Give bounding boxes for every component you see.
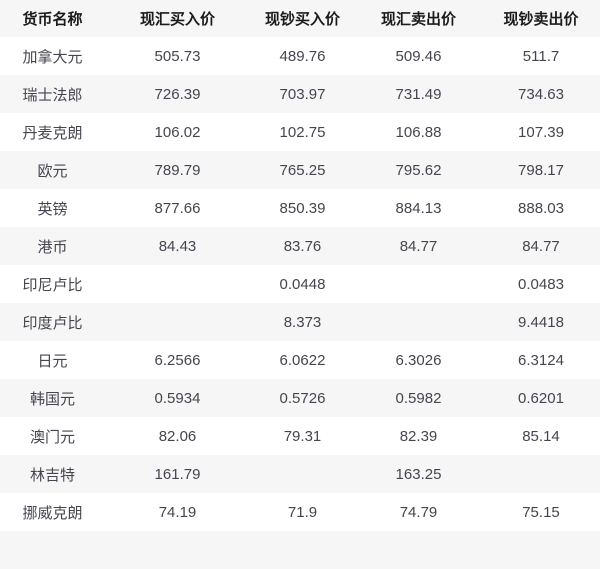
rate-spot-sell	[355, 303, 482, 341]
rate-spot-buy: 161.79	[105, 455, 250, 493]
rate-spot-buy: 82.06	[105, 417, 250, 455]
rate-cash-buy: 8.373	[250, 303, 355, 341]
rate-cash-buy: 71.9	[250, 493, 355, 531]
rate-spot-buy	[105, 265, 250, 303]
rate-spot-buy: 789.79	[105, 151, 250, 189]
rate-cash-sell: 511.7	[482, 37, 600, 75]
table-row: 日元 6.2566 6.0622 6.3026 6.3124	[0, 341, 600, 379]
rate-cash-sell: 6.3124	[482, 341, 600, 379]
currency-name: 韩国元	[0, 379, 105, 417]
rate-spot-sell: 6.3026	[355, 341, 482, 379]
rate-spot-sell: 106.88	[355, 113, 482, 151]
rate-cash-buy: 102.75	[250, 113, 355, 151]
rate-cash-buy: 0.5726	[250, 379, 355, 417]
rate-spot-sell: 82.39	[355, 417, 482, 455]
rate-spot-sell: 0.5982	[355, 379, 482, 417]
rate-cash-buy: 850.39	[250, 189, 355, 227]
rate-spot-buy: 877.66	[105, 189, 250, 227]
currency-name: 欧元	[0, 151, 105, 189]
rate-spot-buy: 84.43	[105, 227, 250, 265]
rate-cash-buy: 765.25	[250, 151, 355, 189]
rate-spot-sell: 795.62	[355, 151, 482, 189]
rate-spot-sell: 731.49	[355, 75, 482, 113]
rate-cash-sell: 107.39	[482, 113, 600, 151]
rate-cash-buy: 0.0448	[250, 265, 355, 303]
rate-spot-buy: 505.73	[105, 37, 250, 75]
rate-cash-buy: 79.31	[250, 417, 355, 455]
table-row: 韩国元 0.5934 0.5726 0.5982 0.6201	[0, 379, 600, 417]
rate-spot-sell: 509.46	[355, 37, 482, 75]
currency-name: 瑞士法郎	[0, 75, 105, 113]
currency-name: 印度卢比	[0, 303, 105, 341]
rate-spot-sell	[355, 265, 482, 303]
rate-spot-sell: 884.13	[355, 189, 482, 227]
rate-cash-sell: 798.17	[482, 151, 600, 189]
currency-name: 澳门元	[0, 417, 105, 455]
rate-cash-sell: 0.0483	[482, 265, 600, 303]
currency-name: 挪威克朗	[0, 493, 105, 531]
table-row: 欧元 789.79 765.25 795.62 798.17	[0, 151, 600, 189]
rate-cash-sell	[482, 455, 600, 493]
rate-spot-sell: 84.77	[355, 227, 482, 265]
header-row: 货币名称 现汇买入价 现钞买入价 现汇卖出价 现钞卖出价	[0, 0, 600, 37]
rate-cash-buy: 489.76	[250, 37, 355, 75]
currency-name: 丹麦克朗	[0, 113, 105, 151]
rate-cash-buy	[250, 455, 355, 493]
rate-spot-buy: 6.2566	[105, 341, 250, 379]
rate-spot-sell: 163.25	[355, 455, 482, 493]
col-header-cash-sell: 现钞卖出价	[482, 0, 600, 37]
rate-spot-buy: 726.39	[105, 75, 250, 113]
table-row: 挪威克朗 74.19 71.9 74.79 75.15	[0, 493, 600, 531]
table-row: 澳门元 82.06 79.31 82.39 85.14	[0, 417, 600, 455]
currency-name: 加拿大元	[0, 37, 105, 75]
col-header-cash-buy: 现钞买入价	[250, 0, 355, 37]
table-row: 加拿大元 505.73 489.76 509.46 511.7	[0, 37, 600, 75]
currency-name: 林吉特	[0, 455, 105, 493]
rate-cash-sell: 888.03	[482, 189, 600, 227]
currency-name: 港币	[0, 227, 105, 265]
rate-cash-buy: 6.0622	[250, 341, 355, 379]
rate-cash-sell: 9.4418	[482, 303, 600, 341]
rate-spot-buy	[105, 303, 250, 341]
rate-spot-buy: 74.19	[105, 493, 250, 531]
rate-cash-sell: 75.15	[482, 493, 600, 531]
col-header-spot-sell: 现汇卖出价	[355, 0, 482, 37]
rate-spot-buy: 0.5934	[105, 379, 250, 417]
table-row: 印尼卢比 0.0448 0.0483	[0, 265, 600, 303]
currency-name: 英镑	[0, 189, 105, 227]
rate-cash-sell: 0.6201	[482, 379, 600, 417]
table-row: 英镑 877.66 850.39 884.13 888.03	[0, 189, 600, 227]
col-header-spot-buy: 现汇买入价	[105, 0, 250, 37]
col-header-currency-name: 货币名称	[0, 0, 105, 37]
clipped-next-row	[0, 531, 600, 569]
table-row: 林吉特 161.79 163.25	[0, 455, 600, 493]
table-row: 瑞士法郎 726.39 703.97 731.49 734.63	[0, 75, 600, 113]
table-row: 丹麦克朗 106.02 102.75 106.88 107.39	[0, 113, 600, 151]
table-row: 印度卢比 8.373 9.4418	[0, 303, 600, 341]
rate-cash-sell: 85.14	[482, 417, 600, 455]
rate-cash-buy: 703.97	[250, 75, 355, 113]
rate-cash-sell: 734.63	[482, 75, 600, 113]
rate-spot-buy: 106.02	[105, 113, 250, 151]
rate-cash-buy: 83.76	[250, 227, 355, 265]
rate-spot-sell: 74.79	[355, 493, 482, 531]
currency-name: 印尼卢比	[0, 265, 105, 303]
clipped-next-row-cell	[0, 531, 600, 569]
rate-cash-sell: 84.77	[482, 227, 600, 265]
table-row: 港币 84.43 83.76 84.77 84.77	[0, 227, 600, 265]
currency-name: 日元	[0, 341, 105, 379]
